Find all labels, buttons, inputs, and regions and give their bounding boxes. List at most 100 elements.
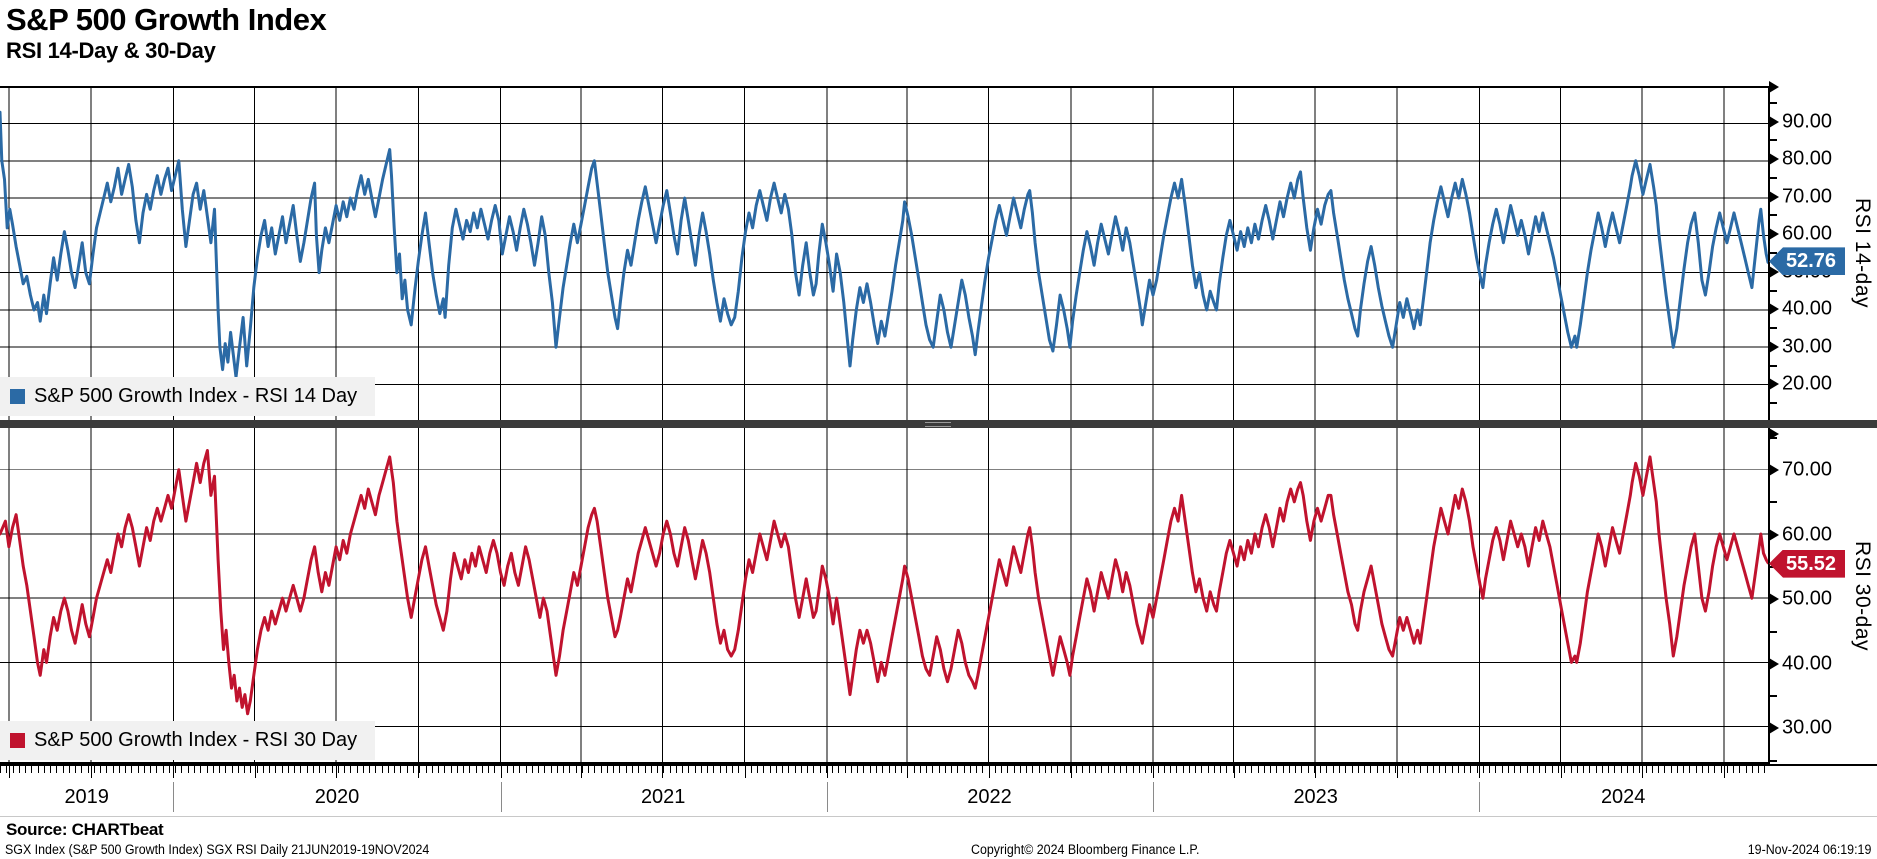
- footer-security-info: SGX Index (S&P 500 Growth Index) SGX RSI…: [5, 842, 430, 857]
- x-minor-tick: [1570, 766, 1572, 773]
- y-tick-arrow-icon: [1769, 528, 1779, 541]
- x-minor-tick: [369, 766, 371, 773]
- x-minor-tick: [581, 766, 583, 773]
- x-minor-tick: [1495, 766, 1497, 773]
- x-minor-tick: [1094, 766, 1096, 773]
- x-minor-tick: [1470, 766, 1472, 773]
- legend-rsi14[interactable]: S&P 500 Growth Index - RSI 14 Day: [0, 377, 376, 416]
- rsi30-panel: S&P 500 Growth Index - RSI 30 Day RSI 30…: [0, 428, 1877, 764]
- x-quarter-tick: [662, 766, 664, 778]
- x-minor-tick: [225, 766, 227, 773]
- x-minor-tick: [1351, 766, 1353, 773]
- x-minor-tick: [1745, 766, 1747, 773]
- x-minor-tick: [494, 766, 496, 773]
- year-separator: [173, 782, 175, 812]
- x-minor-tick: [1670, 766, 1672, 773]
- y-tick-label: 30.00: [1782, 335, 1833, 358]
- legend-label-rsi30: S&P 500 Growth Index - RSI 30 Day: [34, 729, 358, 751]
- rsi14-panel: S&P 500 Growth Index - RSI 14 Day RSI 14…: [0, 81, 1877, 420]
- x-minor-tick: [1482, 766, 1484, 773]
- x-minor-tick: [1520, 766, 1522, 773]
- x-minor-tick: [1182, 766, 1184, 773]
- x-quarter-tick: [336, 766, 338, 778]
- footer-copyright: Copyright© 2024 Bloomberg Finance L.P.: [971, 842, 1200, 857]
- y-minor-tick: [1769, 436, 1777, 439]
- x-minor-tick: [788, 766, 790, 773]
- x-minor-tick: [287, 766, 289, 773]
- rsi30-line-chart[interactable]: [0, 428, 1768, 762]
- x-minor-tick: [125, 766, 127, 773]
- x-minor-tick: [531, 766, 533, 773]
- x-minor-tick: [1245, 766, 1247, 773]
- legend-rsi30[interactable]: S&P 500 Growth Index - RSI 30 Day: [0, 721, 376, 760]
- x-quarter-tick: [907, 766, 909, 778]
- x-minor-tick: [832, 766, 834, 773]
- x-minor-tick: [1201, 766, 1203, 773]
- x-minor-tick: [1232, 766, 1234, 773]
- x-minor-tick: [901, 766, 902, 773]
- x-minor-tick: [631, 766, 633, 773]
- y-minor-tick: [1769, 402, 1777, 405]
- panel-divider[interactable]: [0, 420, 1877, 428]
- x-minor-tick: [1207, 766, 1209, 773]
- x-minor-tick: [1132, 766, 1134, 773]
- x-quarter-tick: [1070, 766, 1072, 778]
- x-minor-tick: [1751, 766, 1753, 773]
- x-minor-tick: [1620, 766, 1622, 773]
- x-minor-tick: [1076, 766, 1078, 773]
- x-minor-tick: [275, 766, 277, 773]
- chart-subtitle: RSI 14-Day & 30-Day: [6, 38, 216, 63]
- x-quarter-tick: [8, 766, 10, 778]
- x-minor-tick: [1514, 766, 1516, 773]
- x-minor-tick: [12, 766, 14, 773]
- x-minor-tick: [1170, 766, 1171, 773]
- y-tick-arrow-icon: [1769, 722, 1779, 735]
- x-minor-tick: [750, 766, 752, 773]
- x-minor-tick: [857, 766, 859, 773]
- rsi30-plot-area[interactable]: S&P 500 Growth Index - RSI 30 Day: [0, 428, 1768, 764]
- x-minor-tick: [375, 766, 377, 773]
- y-minor-tick: [1769, 176, 1777, 179]
- x-minor-tick: [1689, 766, 1691, 773]
- y-tick-arrow-icon: [1769, 190, 1779, 203]
- x-minor-tick: [406, 766, 408, 773]
- x-minor-tick: [707, 766, 708, 773]
- x-minor-tick: [206, 766, 208, 773]
- x-minor-tick: [187, 766, 189, 773]
- x-quarter-tick: [1724, 766, 1726, 778]
- x-minor-tick: [1163, 766, 1165, 773]
- x-minor-tick: [1614, 766, 1616, 773]
- x-minor-tick: [1389, 766, 1390, 773]
- x-minor-tick: [1626, 766, 1628, 773]
- x-minor-tick: [1551, 766, 1553, 773]
- x-minor-tick: [344, 766, 346, 773]
- x-minor-tick: [700, 766, 702, 773]
- x-minor-tick: [976, 766, 978, 773]
- x-minor-tick: [769, 766, 771, 773]
- x-minor-tick: [913, 766, 915, 773]
- rsi30-y-axis: RSI 30-day 30.00 40.00 50.00 60.00 70.00 55.5…: [1768, 428, 1877, 764]
- x-minor-tick: [938, 766, 940, 773]
- x-quarter-tick: [1397, 766, 1399, 778]
- x-minor-tick: [1439, 766, 1441, 773]
- rsi14-plot-area[interactable]: S&P 500 Growth Index - RSI 14 Day: [0, 86, 1768, 420]
- x-minor-tick: [1708, 766, 1710, 773]
- x-minor-tick: [1213, 766, 1215, 773]
- year-label: 2024: [1600, 786, 1646, 808]
- x-minor-tick: [926, 766, 927, 773]
- x-minor-tick: [963, 766, 965, 773]
- y-tick-arrow-icon: [1769, 593, 1779, 606]
- x-minor-tick: [794, 766, 796, 773]
- x-minor-tick: [294, 766, 296, 773]
- x-minor-tick: [775, 766, 777, 773]
- rsi14-line-chart[interactable]: [0, 88, 1768, 420]
- x-minor-tick: [256, 766, 258, 773]
- x-minor-tick: [1583, 766, 1584, 773]
- x-minor-tick: [1276, 766, 1278, 773]
- x-minor-tick: [819, 766, 821, 773]
- x-minor-tick: [1595, 766, 1597, 773]
- x-minor-tick: [1733, 766, 1735, 773]
- y-tick-label: 70.00: [1782, 185, 1833, 208]
- x-minor-tick: [400, 766, 402, 773]
- rsi30-axis-title: RSI 30-day: [1851, 540, 1874, 652]
